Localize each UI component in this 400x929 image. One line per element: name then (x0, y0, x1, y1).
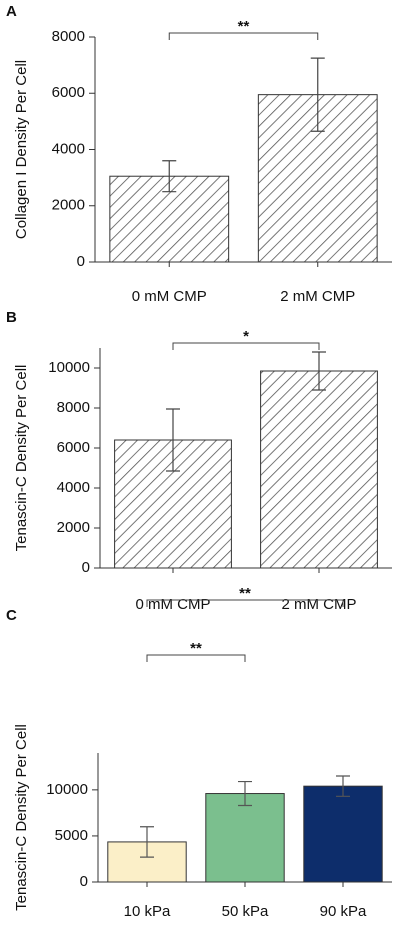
significance-bracket (146, 599, 344, 607)
error-bar (310, 57, 325, 132)
error-bar (162, 160, 177, 193)
x-tick-label: 50 kPa (222, 903, 269, 920)
x-tick-label: 90 kPa (320, 903, 367, 920)
significance-bracket (146, 654, 246, 662)
y-tick-label: 6000 (52, 84, 85, 101)
significance-bracket (168, 32, 319, 40)
error-bar (336, 775, 350, 797)
bar (205, 793, 285, 883)
y-tick-label: 2000 (52, 197, 85, 214)
x-tick-label: 10 kPa (124, 903, 171, 920)
y-tick-label: 8000 (57, 399, 90, 416)
error-bar (166, 408, 180, 472)
error-bar (238, 780, 252, 807)
significance-label: * (243, 328, 249, 345)
y-tick-label: 4000 (52, 140, 85, 157)
y-tick-label: 2000 (57, 519, 90, 536)
panel-label: B (6, 309, 17, 326)
significance-label: ** (190, 640, 202, 657)
y-tick-label: 5000 (55, 827, 88, 844)
x-tick-label: 2 mM CMP (282, 596, 357, 613)
y-tick-label: 8000 (52, 28, 85, 45)
y-tick-label: 0 (80, 873, 88, 890)
y-tick-label: 0 (82, 559, 90, 576)
bar (303, 785, 383, 883)
y-axis-label: Tenascin-C Density Per Cell (13, 724, 30, 911)
y-tick-label: 10000 (48, 359, 90, 376)
y-tick-label: 0 (77, 253, 85, 270)
significance-label: ** (239, 585, 251, 602)
y-axis-label: Tenascin-C Density Per Cell (13, 365, 30, 552)
x-tick-label: 0 mM CMP (132, 288, 207, 305)
panel-label: C (6, 607, 17, 624)
error-bar (140, 826, 154, 858)
error-bar (312, 351, 326, 391)
y-tick-label: 10000 (46, 781, 88, 798)
y-tick-label: 6000 (57, 439, 90, 456)
x-tick-label: 2 mM CMP (280, 288, 355, 305)
y-tick-label: 4000 (57, 479, 90, 496)
significance-label: ** (238, 18, 250, 35)
significance-bracket (172, 342, 320, 350)
y-axis-label: Collagen I Density Per Cell (13, 60, 30, 239)
bar (260, 370, 378, 569)
panel-label: A (6, 3, 17, 20)
